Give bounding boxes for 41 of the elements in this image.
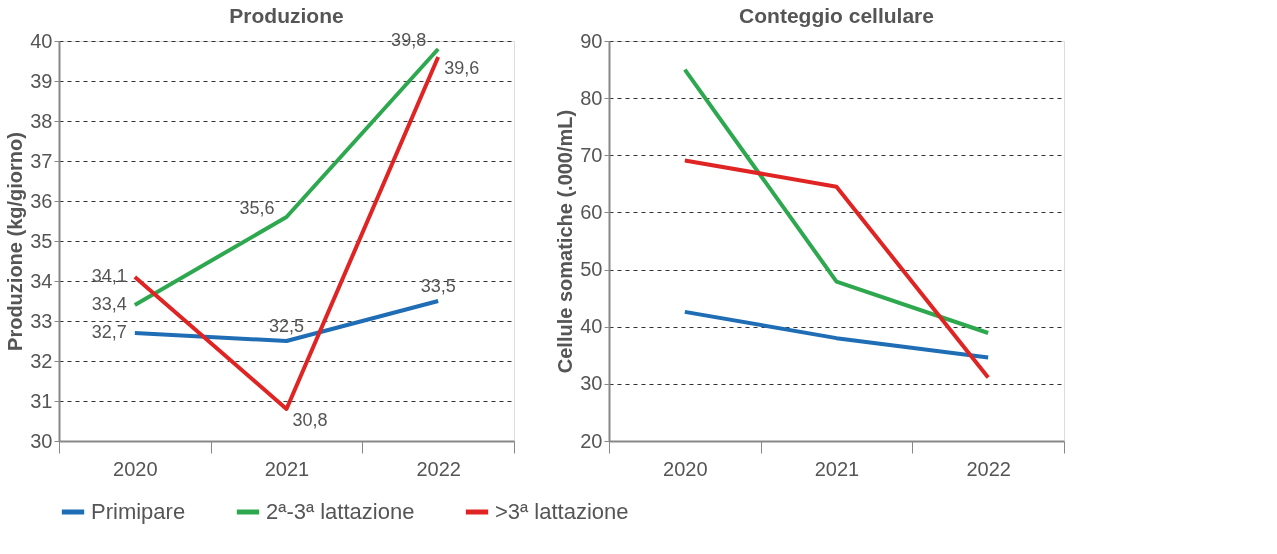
- data-label: 33,5: [420, 276, 456, 296]
- y-tick-label: 36: [30, 189, 53, 212]
- x-tick-label: 2022: [416, 457, 461, 480]
- x-tick-label: 2021: [264, 457, 310, 480]
- y-tick-label: 70: [580, 143, 603, 166]
- y-tick-label: 40: [30, 29, 53, 52]
- y-tick-label: 20: [580, 429, 603, 452]
- y-tick-label: 34: [30, 269, 53, 292]
- data-label: 34,1: [91, 266, 127, 286]
- data-label: 32,5: [268, 316, 305, 336]
- y-tick-label: 60: [580, 200, 603, 223]
- y-axis-title: Produzione (kg/giorno): [4, 132, 27, 351]
- data-label: 30,8: [292, 410, 328, 430]
- y-tick-label: 33: [30, 309, 53, 332]
- y-tick-label: 37: [30, 149, 53, 172]
- y-tick-label: 40: [580, 315, 603, 338]
- chart-title: Produzione: [229, 4, 344, 27]
- y-axis-title: Cellule somatiche (.000/mL): [554, 109, 577, 374]
- y-tick-label: 32: [30, 349, 53, 372]
- x-tick-label: 2021: [814, 457, 860, 480]
- chart-title: Conteggio cellulare: [739, 4, 934, 27]
- y-tick-label: 90: [580, 29, 603, 52]
- data-label: 33,4: [91, 294, 127, 314]
- x-tick-label: 2022: [966, 457, 1011, 480]
- legend-label: 2ª-3ª lattazione: [266, 499, 415, 524]
- y-tick-label: 35: [30, 229, 53, 252]
- y-tick-label: 39: [30, 69, 53, 92]
- y-tick-label: 31: [30, 389, 53, 412]
- y-tick-label: 30: [30, 429, 53, 452]
- data-label: 35,6: [239, 198, 275, 218]
- data-label: 32,7: [91, 322, 127, 342]
- x-tick-label: 2020: [663, 457, 708, 480]
- y-tick-label: 38: [30, 109, 53, 132]
- data-label: 39,8: [391, 30, 427, 50]
- data-label: 39,6: [444, 58, 480, 78]
- legend-label: >3ª lattazione: [495, 499, 629, 524]
- x-tick-label: 2020: [113, 457, 158, 480]
- y-tick-label: 30: [580, 372, 603, 395]
- y-tick-label: 50: [580, 258, 603, 281]
- legend-label: Primipare: [91, 499, 186, 524]
- y-tick-label: 80: [580, 86, 603, 109]
